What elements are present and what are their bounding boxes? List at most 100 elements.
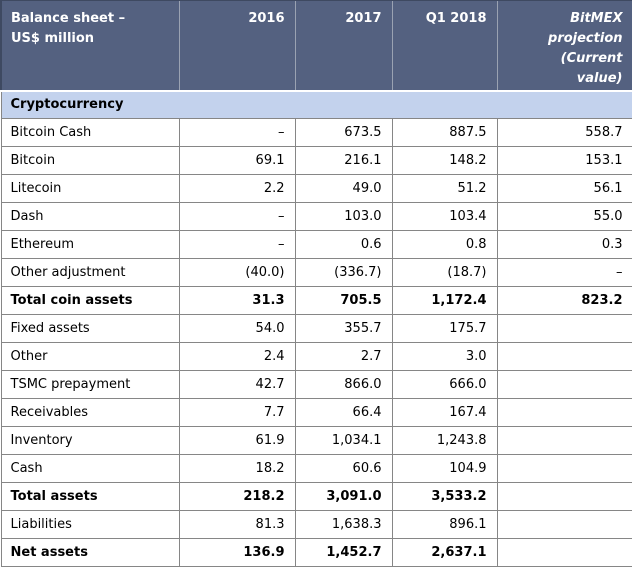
cell-q1-2018: 666.0 [391, 370, 498, 399]
cell-bitmex [496, 454, 632, 483]
cell-2017: 2.7 [294, 342, 393, 371]
cell-2016: 81.3 [178, 510, 296, 539]
cell-q1-2018: 3,533.2 [391, 482, 498, 511]
table-row: Ethereum –0.6 0.8 0.3 [0, 230, 632, 259]
col-header-q1-2018: Q1 2018 [391, 0, 497, 92]
row-label: Bitcoin [0, 146, 180, 175]
cell-2017: 66.4 [294, 398, 393, 427]
cell-2016: 2.2 [178, 174, 296, 203]
cell-2016: 54.0 [178, 314, 296, 343]
cell-2016: 31.3 [178, 286, 296, 315]
row-label: Liabilities [0, 510, 180, 539]
cell-bitmex [496, 398, 632, 427]
row-label: Other adjustment [0, 258, 180, 287]
table-row: Bitcoin 69.1 216.1 148.2 153.1 [0, 146, 632, 175]
row-label: Receivables [0, 398, 180, 427]
cell-2016: 69.1 [178, 146, 296, 175]
table-row: Receivables 7.7 66.4 167.4 [0, 398, 632, 427]
cell-bitmex [496, 314, 632, 343]
table-row: Fixed assets 54.0 355.7 175.7 [0, 314, 632, 343]
row-label: Ethereum [0, 230, 180, 259]
table-row: Total coin assets 31.3 705.5 1,172.4 823.2 [0, 286, 632, 315]
cell-q1-2018: 1,172.4 [391, 286, 498, 315]
cell-2016: (40.0) [178, 258, 296, 287]
header-row: Balance sheet – US$ million 2016 2017 Q1… [0, 0, 632, 92]
cell-bitmex: 56.1 [496, 174, 632, 203]
cell-q1-2018: 3.0 [391, 342, 498, 371]
cell-bitmex [496, 510, 632, 539]
cell-2017: 3,091.0 [294, 482, 393, 511]
cell-q1-2018: 896.1 [391, 510, 498, 539]
cell-q1-2018: 1,243.8 [391, 426, 498, 455]
row-label: Cash [0, 454, 180, 483]
col-header-balance-sheet: Balance sheet – US$ million [0, 0, 179, 92]
section-row-cryptocurrency: Cryptocurrency [0, 90, 632, 119]
cell-2016: 218.2 [178, 482, 296, 511]
row-label: Other [0, 342, 180, 371]
section-label: Cryptocurrency [0, 90, 632, 119]
table-header: Balance sheet – US$ million 2016 2017 Q1… [0, 0, 632, 92]
cell-2016: – [178, 118, 296, 147]
row-label: Total assets [0, 482, 180, 511]
table-row: Liabilities 81.3 1,638.3 896.1 [0, 510, 632, 539]
cell-2017: 0.6 [294, 230, 393, 259]
cell-bitmex [496, 342, 632, 371]
cell-q1-2018: 148.2 [391, 146, 498, 175]
table-row: Other adjustment (40.0) (336.7) (18.7) – [0, 258, 632, 287]
col-header-2016: 2016 [178, 0, 295, 92]
cell-2017: 216.1 [294, 146, 393, 175]
cell-2017: 355.7 [294, 314, 393, 343]
cell-2017: 1,452.7 [294, 538, 393, 567]
col-header-2017: 2017 [294, 0, 392, 92]
cell-bitmex [496, 426, 632, 455]
cell-q1-2018: (18.7) [391, 258, 498, 287]
row-label: Total coin assets [0, 286, 180, 315]
row-label: Inventory [0, 426, 180, 455]
cell-bitmex: – [496, 258, 632, 287]
table-row: Inventory 61.9 1,034.1 1,243.8 [0, 426, 632, 455]
cell-bitmex: 0.3 [496, 230, 632, 259]
cell-2016: – [178, 202, 296, 231]
cell-2017: (336.7) [294, 258, 393, 287]
cell-2017: 103.0 [294, 202, 393, 231]
cell-bitmex: 823.2 [496, 286, 632, 315]
cell-q1-2018: 51.2 [391, 174, 498, 203]
cell-bitmex: 153.1 [496, 146, 632, 175]
row-label: Fixed assets [0, 314, 180, 343]
col-header-bitmex-projection: BitMEX projection (Current value) [496, 0, 632, 92]
table-row: Cash 18.2 60.6 104.9 [0, 454, 632, 483]
cell-2017: 60.6 [294, 454, 393, 483]
row-label: TSMC prepayment [0, 370, 180, 399]
cell-bitmex [496, 370, 632, 399]
row-label: Bitcoin Cash [0, 118, 180, 147]
table-row: Dash –103.0 103.4 55.0 [0, 202, 632, 231]
table-row: Total assets 218.2 3,091.0 3,533.2 [0, 482, 632, 511]
cell-2017: 1,638.3 [294, 510, 393, 539]
cell-bitmex: 558.7 [496, 118, 632, 147]
row-label: Dash [0, 202, 180, 231]
cell-bitmex [496, 538, 632, 567]
row-label: Net assets [0, 538, 180, 567]
cell-2016: 2.4 [178, 342, 296, 371]
table-row: Net assets 136.9 1,452.7 2,637.1 [0, 538, 632, 567]
cell-q1-2018: 175.7 [391, 314, 498, 343]
cell-q1-2018: 887.5 [391, 118, 498, 147]
table-row: TSMC prepayment 42.7 866.0 666.0 [0, 370, 632, 399]
cell-q1-2018: 167.4 [391, 398, 498, 427]
cell-2017: 1,034.1 [294, 426, 393, 455]
cell-bitmex: 55.0 [496, 202, 632, 231]
cell-q1-2018: 0.8 [391, 230, 498, 259]
table-row: Litecoin 2.2 49.0 51.2 56.1 [0, 174, 632, 203]
cell-q1-2018: 103.4 [391, 202, 498, 231]
cell-2016: 18.2 [178, 454, 296, 483]
cell-q1-2018: 104.9 [391, 454, 498, 483]
cell-2016: – [178, 230, 296, 259]
cell-2017: 866.0 [294, 370, 393, 399]
cell-q1-2018: 2,637.1 [391, 538, 498, 567]
cell-2017: 49.0 [294, 174, 393, 203]
row-label: Litecoin [0, 174, 180, 203]
table-body: Cryptocurrency Bitcoin Cash –673.5 887.5 55… [0, 90, 632, 567]
cell-2017: 705.5 [294, 286, 393, 315]
cell-2016: 136.9 [178, 538, 296, 567]
